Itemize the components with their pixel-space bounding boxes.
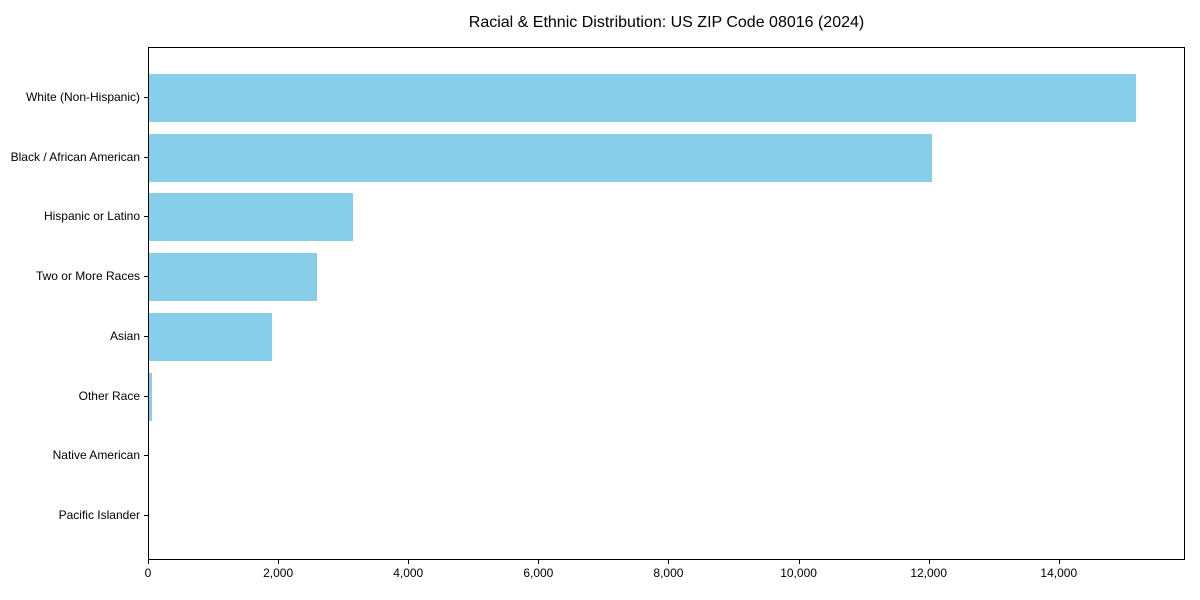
x-tick-label-8000: 8,000 [653,566,684,580]
y-axis-label-pacific-islander: Pacific Islander [58,507,140,522]
x-tick-mark-6000 [538,560,540,564]
y-tick-black-african-american [144,156,148,158]
x-tick-mark-12000 [928,560,930,564]
y-tick-pacific-islander [144,514,148,516]
y-axis-label-asian: Asian [109,328,140,343]
chart-title: Racial & Ethnic Distribution: US ZIP Cod… [468,14,865,31]
plot-area [148,47,1185,560]
y-tick-two-or-more-races [144,276,148,278]
bar-two-or-more-races [149,253,318,302]
x-tick-label-12000: 12,000 [910,566,948,580]
y-axis-label-two-or-more-races: Two or More Races [35,269,140,284]
y-tick-hispanic-or-latino [144,216,148,218]
x-tick-mark-10000 [798,560,800,564]
bar-black-african-american [149,133,933,182]
y-axis-label-native-american: Native American [52,448,140,463]
x-tick-label-2000: 2,000 [263,566,294,580]
x-tick-label-10000: 10,000 [780,566,817,580]
x-tick-mark-14000 [1058,560,1060,564]
x-tick-mark-8000 [668,560,670,564]
x-tick-label-14000: 14,000 [1040,566,1078,580]
x-tick-mark-4000 [408,560,410,564]
x-tick-label-4000: 4,000 [393,566,424,580]
bar-hispanic-or-latino [149,193,353,242]
x-tick-mark-0 [148,560,149,564]
bar-asian [149,312,273,361]
x-tick-label-6000: 6,000 [523,566,554,580]
y-axis-label-black-african-american: Black / African American [10,149,140,164]
bar-other-race [149,372,152,421]
bar-white-non-hispanic [149,74,1136,122]
y-axis-label-white-non-hispanic: White (Non-Hispanic) [25,90,140,104]
y-tick-asian [144,335,148,337]
y-tick-native-american [144,455,148,457]
y-tick-other-race [144,395,148,397]
y-axis-label-hispanic-or-latino: Hispanic or Latino [43,209,140,224]
y-tick-white-non-hispanic [144,97,148,98]
x-tick-label-0: 0 [144,566,152,580]
y-axis-label-other-race: Other Race [78,388,140,403]
x-tick-mark-2000 [278,560,280,564]
